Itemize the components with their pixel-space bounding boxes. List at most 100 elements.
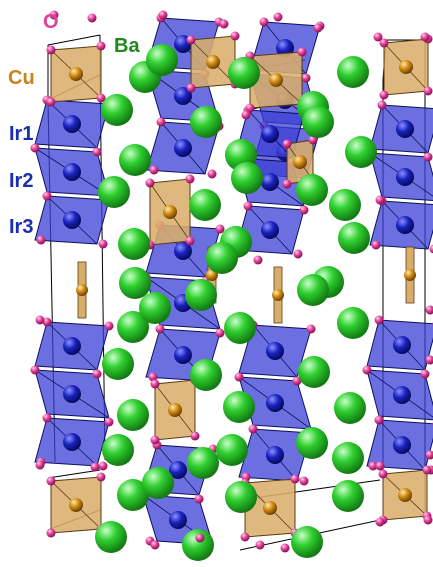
ba-atom [98,176,130,208]
ba-atom [118,228,150,260]
o-atom [314,24,323,33]
o-atom [242,111,251,120]
ba-atom [142,467,174,499]
o-atom [159,11,168,20]
ba-atom [329,189,361,221]
o-atom [424,516,433,525]
o-atom [423,466,432,475]
ir-atom [266,394,284,412]
o-atom [151,380,160,389]
ir-atom [63,385,81,403]
o-atom [421,33,430,42]
ir-atom [396,168,414,186]
ir-atom [393,436,411,454]
ba-atom [102,348,134,380]
ba-atom [95,521,127,553]
ir-atom [266,446,284,464]
o-atom [99,462,108,471]
cu-atom [168,403,182,417]
o-atom [300,206,309,215]
cell-edge [48,35,100,45]
o-atom [186,237,195,246]
o-atom [294,250,303,259]
ba-atom [296,427,328,459]
o-atom [241,533,250,542]
ba-atom [216,434,248,466]
o-atom [195,495,204,504]
ir-atom [63,115,81,133]
o-atom [43,414,52,423]
o-atom [430,245,433,254]
cu-atom [398,488,412,502]
ba-atom [337,56,369,88]
cell-edge [48,470,100,478]
o-atom [47,529,56,538]
o-atom [376,518,385,527]
ba-atom [334,392,366,424]
ba-atom [332,480,364,512]
o-atom [157,118,166,127]
ba-atom [185,279,217,311]
o-atom [375,316,384,325]
ba-atom [338,222,370,254]
o-atom [47,98,56,107]
ir-atom [393,386,411,404]
ir-atom [63,337,81,355]
cu-atom [76,284,88,296]
o-atom [43,192,52,201]
o-atom [274,13,283,22]
o-atom [47,477,56,486]
o-atom [424,153,433,162]
o-atom [150,166,159,175]
ba-atom [298,356,330,388]
legend-ir3-label: Ir3 [9,217,33,237]
cu-atom [399,60,413,74]
cu-atom [163,205,177,219]
o-atom [146,179,155,188]
legend-cu-label: Cu [8,68,35,88]
o-atom [283,180,292,189]
ba-atom [190,106,222,138]
ba-atom [117,399,149,431]
ba-atom [297,274,329,306]
ba-atom [101,94,133,126]
o-atom [302,74,311,83]
ba-atom [206,242,238,274]
o-atom [156,325,165,334]
o-atom [376,196,385,205]
ir-atom [396,120,414,138]
o-atom [36,316,45,325]
ir-atom [261,221,279,239]
ir-atom [266,342,284,360]
o-atom [99,240,108,249]
ba-atom [139,292,171,324]
o-atom [372,241,381,250]
o-atom [216,225,225,234]
o-atom [300,477,309,486]
o-atom [220,20,229,29]
ba-atom [337,307,369,339]
ir-atom [63,433,81,451]
ba-atom [119,267,151,299]
ba-atom [102,434,134,466]
ba-atom [119,144,151,176]
o-atom [249,425,258,434]
cu-atom [206,55,220,69]
cu-atom [272,289,284,301]
legend-ba-label: Ba [114,36,140,56]
o-atom [186,175,195,184]
o-atom [187,84,196,93]
ir-atom [393,336,411,354]
ba-atom [231,162,263,194]
ba-atom [296,174,328,206]
legend-o-label: O [43,12,59,32]
o-atom [375,416,384,425]
o-atom [88,14,97,23]
o-atom [97,473,106,482]
o-atom [260,18,269,27]
o-atom [378,101,387,110]
cu-atom [263,501,277,515]
o-atom [151,436,160,445]
ir-atom [63,163,81,181]
